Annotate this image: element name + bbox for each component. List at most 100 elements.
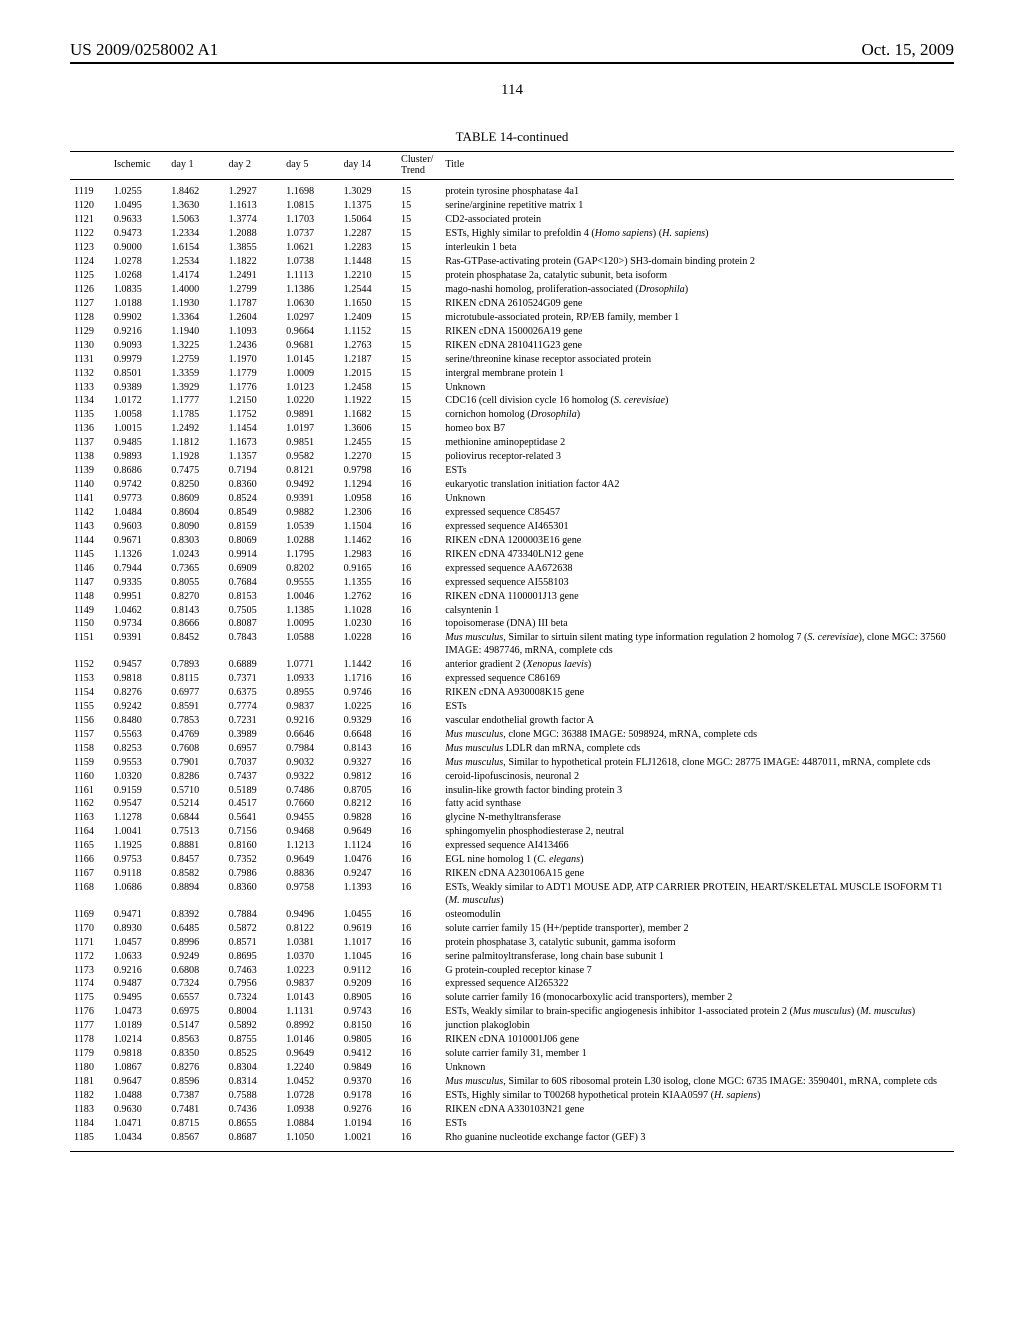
- cell-trend: 16: [397, 978, 441, 992]
- cell-title: Mus musculus, Similar to 60S ribosomal p…: [441, 1075, 954, 1089]
- cell-value: 0.7986: [225, 868, 282, 882]
- cell-value: 1.1779: [225, 367, 282, 381]
- cell-value: 1.3225: [167, 339, 224, 353]
- cell-value: 0.7436: [225, 1103, 282, 1117]
- cell-value: 1.0197: [282, 423, 339, 437]
- cell-value: 1.2287: [340, 228, 397, 242]
- cell-title: intergral membrane protein 1: [441, 367, 954, 381]
- cell-value: 0.8604: [167, 506, 224, 520]
- cell-value: 0.6957: [225, 742, 282, 756]
- cell-value: 0.6909: [225, 562, 282, 576]
- cell-value: 1.1355: [340, 576, 397, 590]
- cell-value: 0.9851: [282, 437, 339, 451]
- cell-value: 1.0539: [282, 520, 339, 534]
- cell-value: 0.6975: [167, 1006, 224, 1020]
- cell-value: 0.7588: [225, 1089, 282, 1103]
- cell-trend: 16: [397, 672, 441, 686]
- cell-trend: 16: [397, 1006, 441, 1020]
- cell-index: 1137: [70, 437, 110, 451]
- cell-trend: 16: [397, 700, 441, 714]
- cell-index: 1175: [70, 992, 110, 1006]
- cell-value: 1.0021: [340, 1131, 397, 1151]
- cell-value: 1.1093: [225, 325, 282, 339]
- cell-index: 1141: [70, 492, 110, 506]
- cell-index: 1180: [70, 1062, 110, 1076]
- cell-trend: 15: [397, 283, 441, 297]
- cell-value: 0.9249: [167, 950, 224, 964]
- cell-index: 1157: [70, 728, 110, 742]
- cell-title: protein tyrosine phosphatase 4a1: [441, 180, 954, 200]
- cell-trend: 15: [397, 297, 441, 311]
- cell-value: 0.8524: [225, 492, 282, 506]
- cell-title: microtubule-associated protein, RP/EB fa…: [441, 311, 954, 325]
- cell-value: 0.8582: [167, 868, 224, 882]
- table-row: 11460.79440.73650.69090.82020.916516expr…: [70, 562, 954, 576]
- cell-value: 0.9492: [282, 479, 339, 493]
- cell-value: 1.2015: [340, 367, 397, 381]
- cell-index: 1172: [70, 950, 110, 964]
- table-row: 11801.08670.82760.83041.22400.984916Unkn…: [70, 1062, 954, 1076]
- cell-index: 1136: [70, 423, 110, 437]
- cell-value: 0.8480: [110, 714, 167, 728]
- page-number: 114: [70, 82, 954, 99]
- cell-index: 1169: [70, 908, 110, 922]
- cell-trend: 16: [397, 714, 441, 728]
- cell-value: 0.8596: [167, 1075, 224, 1089]
- cell-value: 1.0243: [167, 548, 224, 562]
- cell-value: 0.9178: [340, 1089, 397, 1103]
- cell-value: 0.9391: [110, 632, 167, 659]
- cell-value: 0.7944: [110, 562, 167, 576]
- cell-value: 0.8992: [282, 1020, 339, 1034]
- cell-value: 0.9849: [340, 1062, 397, 1076]
- cell-title: ESTs, Highly similar to prefoldin 4 (Hom…: [441, 228, 954, 242]
- cell-value: 1.1385: [282, 604, 339, 618]
- cell-value: 0.7352: [225, 854, 282, 868]
- cell-value: 1.0484: [110, 506, 167, 520]
- cell-value: 0.9647: [110, 1075, 167, 1089]
- cell-value: 1.0933: [282, 672, 339, 686]
- col-day2: day 2: [225, 152, 282, 180]
- cell-value: 0.9818: [110, 1048, 167, 1062]
- cell-trend: 16: [397, 492, 441, 506]
- cell-trend: 15: [397, 242, 441, 256]
- cell-value: 1.0214: [110, 1034, 167, 1048]
- cell-value: 0.7463: [225, 964, 282, 978]
- cell-value: 0.8153: [225, 590, 282, 604]
- cell-value: 0.9633: [110, 214, 167, 228]
- cell-value: 0.5710: [167, 784, 224, 798]
- cell-value: 0.8392: [167, 908, 224, 922]
- cell-value: 1.0223: [282, 964, 339, 978]
- cell-value: 0.8687: [225, 1131, 282, 1151]
- cell-title: expressed sequence C85457: [441, 506, 954, 520]
- cell-value: 0.8143: [340, 742, 397, 756]
- cell-value: 1.0297: [282, 311, 339, 325]
- cell-index: 1177: [70, 1020, 110, 1034]
- table-row: 11400.97420.82500.83600.94921.129416euka…: [70, 479, 954, 493]
- cell-trend: 16: [397, 659, 441, 673]
- table-row: 11440.96710.83030.80691.02881.146216RIKE…: [70, 534, 954, 548]
- cell-trend: 16: [397, 548, 441, 562]
- cell-value: 0.9329: [340, 714, 397, 728]
- cell-value: 0.8121: [282, 465, 339, 479]
- cell-value: 1.3606: [340, 423, 397, 437]
- cell-value: 0.6844: [167, 812, 224, 826]
- cell-value: 0.8314: [225, 1075, 282, 1089]
- table-row: 11520.94570.78930.68891.07711.144216ante…: [70, 659, 954, 673]
- cell-value: 1.1922: [340, 395, 397, 409]
- cell-trend: 16: [397, 1048, 441, 1062]
- cell-value: 0.8115: [167, 672, 224, 686]
- cell-value: 1.0381: [282, 936, 339, 950]
- cell-value: 1.0621: [282, 242, 339, 256]
- cell-value: 0.9555: [282, 576, 339, 590]
- cell-value: 0.8253: [110, 742, 167, 756]
- cell-trend: 15: [397, 395, 441, 409]
- cell-value: 0.8567: [167, 1131, 224, 1151]
- cell-trend: 16: [397, 1075, 441, 1089]
- cell-value: 1.5063: [167, 214, 224, 228]
- cell-value: 1.8462: [167, 180, 224, 200]
- cell-value: 0.8150: [340, 1020, 397, 1034]
- cell-trend: 15: [397, 269, 441, 283]
- cell-index: 1163: [70, 812, 110, 826]
- cell-value: 0.8905: [340, 992, 397, 1006]
- table-row: 11390.86860.74750.71940.81210.979816ESTs: [70, 465, 954, 479]
